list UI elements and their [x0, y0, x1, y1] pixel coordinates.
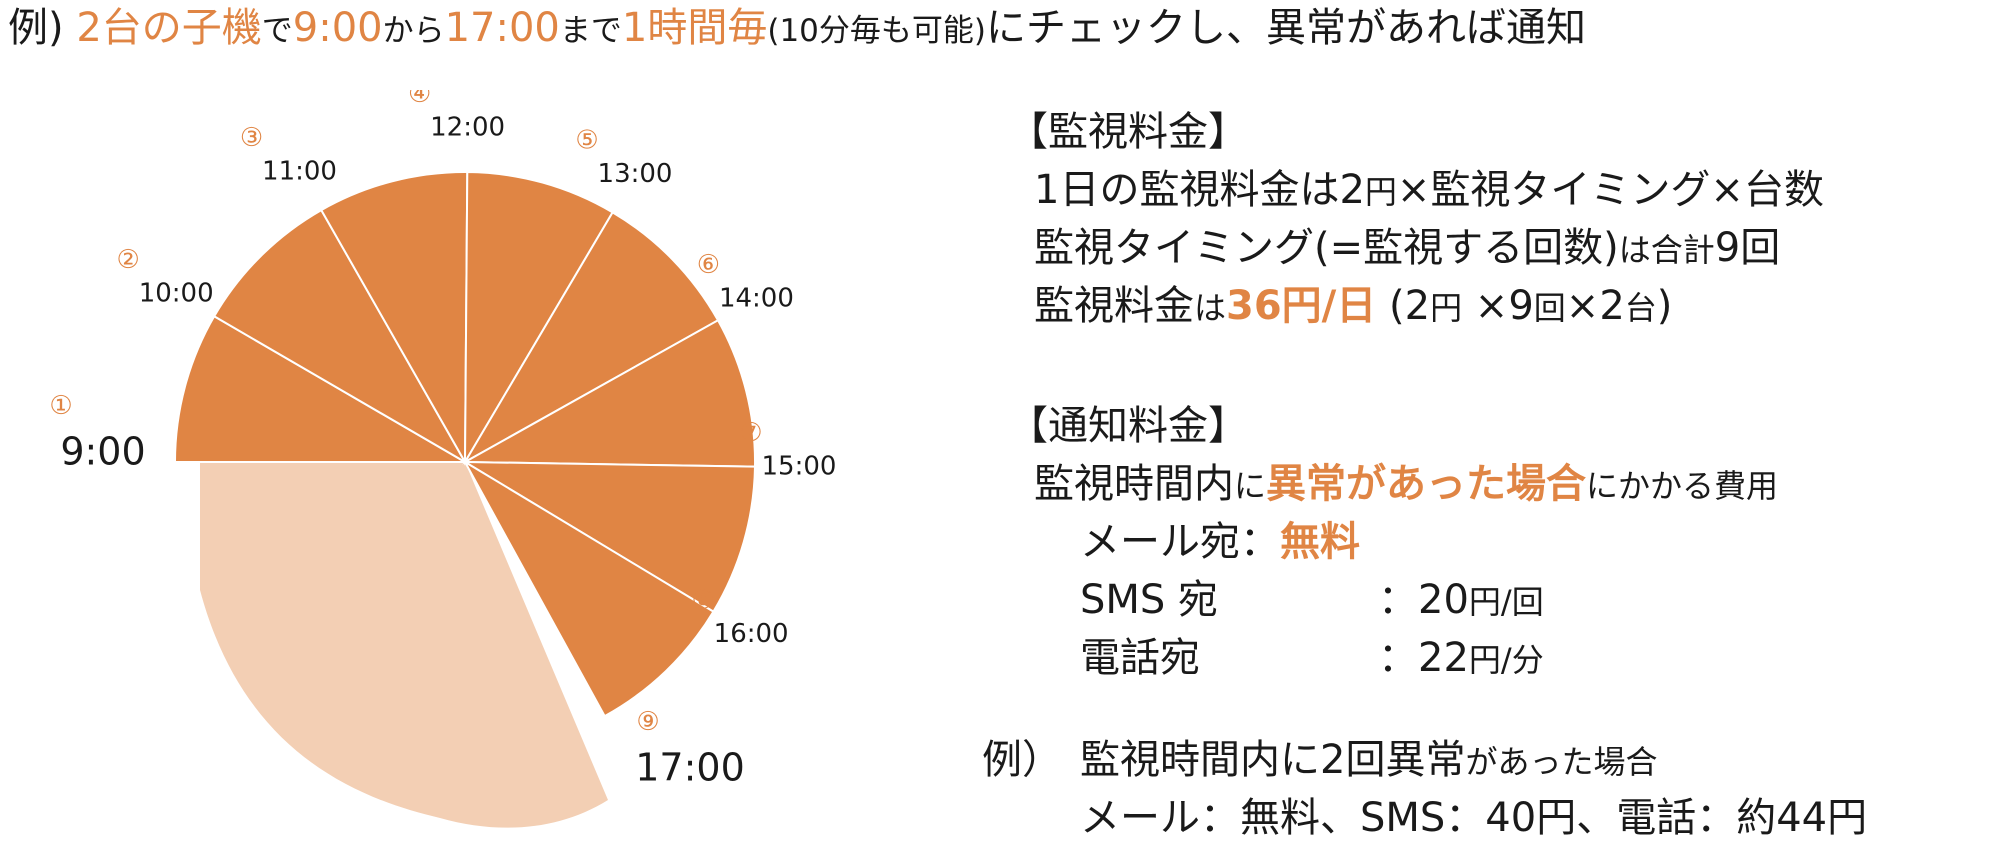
notification-row-mail: メール宛：無料: [1080, 512, 1360, 572]
headline-made: まで: [559, 13, 622, 49]
slot-time-5: 13:00: [598, 159, 673, 189]
notification-line-1-d: にかかる費用: [1586, 467, 1779, 505]
example-line-2: メール：無料、SMS：40円、電話：約44円: [1080, 795, 1868, 841]
monitoring-line-3-e: 円: [1430, 289, 1463, 327]
slot-time-9: 17:00: [635, 746, 745, 790]
notification-line-1: 監視時間内に異常があった場合にかかる費用: [1034, 454, 1778, 516]
schedule-segment-6: [461, 318, 757, 468]
slot-number-8: ⑧: [691, 585, 714, 615]
monitoring-line-3: 監視料金は36円/日 (2円 ×9回×2台): [1034, 276, 1672, 338]
headline-end: 17:00: [444, 5, 560, 51]
monitoring-line-3-f: ×9: [1462, 283, 1534, 329]
headline-de: で: [261, 13, 293, 49]
headline-prefix: 例): [8, 5, 64, 51]
notification-condition: 異常があった場合: [1266, 461, 1587, 507]
notification-row-sms-unit: 円/回: [1468, 583, 1544, 621]
monitoring-line-3-g: 回: [1533, 289, 1566, 327]
schedule-segment-5: [462, 211, 720, 465]
monitoring-line-1-a: 1日の監視料金は2: [1034, 167, 1365, 213]
slot-number-1: ①: [49, 391, 72, 421]
schedule-segment-2: [212, 208, 468, 465]
monitoring-line-2-a: 監視タイミング(=監視する回数): [1034, 225, 1619, 271]
slot-time-7: 15:00: [761, 452, 836, 482]
schedule-segments: [173, 170, 757, 828]
monitoring-heading: 【監視料金】: [1008, 109, 1248, 155]
monitoring-line-3-i: 台: [1624, 289, 1657, 327]
notification-row-mail-value: 無料: [1280, 519, 1360, 565]
monitoring-line-2: 監視タイミング(=監視する回数)は合計9回: [1034, 218, 1780, 280]
schedule-segment-1: [173, 314, 469, 463]
notification-row-phone-label: 電話宛: [1080, 635, 1200, 681]
notification-row-phone-value: 22: [1418, 635, 1469, 681]
notification-row-mail-sep: ：: [1240, 519, 1280, 565]
monitoring-daily-total: 36円/日: [1226, 283, 1377, 329]
slot-number-3: ③: [240, 123, 263, 153]
monitoring-line-1-b: 円: [1364, 173, 1397, 211]
notification-line-1-b: に: [1234, 467, 1267, 505]
headline-suffix: にチェックし、異常があれば通知: [985, 5, 1586, 51]
inactive-period-area: [200, 462, 608, 828]
schedule-segment-3: [319, 170, 469, 466]
notification-row-sms-sep: ：: [1378, 577, 1418, 623]
monitoring-line-1: 1日の監視料金は2円×監視タイミング×台数: [1034, 160, 1824, 222]
monitoring-line-2-c: 9回: [1714, 225, 1781, 271]
notification-line-1-a: 監視時間内: [1034, 461, 1234, 507]
notification-row-sms-value: 20: [1418, 577, 1469, 623]
schedule-clock-diagram: ① 9:00 ② 10:00 ③11:00 ④ 12:00 ⑤13:00 ⑥14:00 ⑦ 15:0…: [49, 90, 836, 828]
headline-start: 9:00: [292, 5, 383, 51]
monitoring-line-3-a: 監視料金: [1034, 283, 1194, 329]
example-line-1-b: があった場合: [1465, 743, 1658, 781]
monitoring-line-3-b: は: [1194, 289, 1227, 327]
slot-number-5: ⑤: [575, 126, 598, 156]
notification-row-phone-sep: ：: [1378, 635, 1418, 681]
example-line-1: 監視時間内に2回異常があった場合: [1080, 730, 1657, 792]
example-prefix: 例）: [982, 737, 1062, 783]
notification-row-sms: ：20円/回: [1378, 570, 1544, 632]
notification-heading: 【通知料金】: [1008, 403, 1248, 449]
slot-time-2: 10:00: [139, 279, 214, 309]
slot-number-6: ⑥: [697, 250, 720, 280]
example-line-1-a: 監視時間内に2回異常: [1080, 737, 1466, 783]
notification-row-phone: ：22円/分: [1378, 628, 1544, 690]
slot-time-3: 11:00: [262, 156, 337, 186]
monitoring-line-3-d: (2: [1376, 283, 1431, 329]
slot-number-7: ⑦: [739, 418, 762, 448]
monitoring-line-1-c: ×監視タイミング×台数: [1396, 167, 1824, 213]
slot-number-2: ②: [117, 245, 140, 275]
headline-units: 2台の子機: [76, 5, 262, 51]
schedule-labels: ① 9:00 ② 10:00 ③11:00 ④ 12:00 ⑤13:00 ⑥14:00 ⑦ 15:0…: [49, 90, 836, 790]
slot-time-1: 9:00: [60, 430, 145, 474]
monitoring-line-3-j: ): [1656, 283, 1673, 329]
slot-number-4: ④: [408, 90, 431, 109]
schedule-segment-7: [461, 460, 757, 613]
headline-kara: から: [382, 13, 445, 49]
slot-time-6: 14:00: [719, 283, 794, 313]
slot-time-4: 12:00: [430, 113, 505, 143]
notification-row-mail-label: メール宛: [1080, 519, 1240, 565]
headline-note: (10分毎も可能): [767, 13, 986, 49]
notification-row-phone-unit: 円/分: [1468, 641, 1544, 679]
monitoring-line-3-h: ×2: [1565, 283, 1625, 329]
schedule-segment-4: [463, 170, 614, 466]
notification-row-sms-label: SMS 宛: [1080, 577, 1219, 623]
headline: 例) 2台の子機で9:00から17:00まで1時間毎(10分毎も可能)にチェック…: [8, 2, 1586, 57]
slot-number-9: ⑨: [636, 707, 659, 737]
monitoring-line-2-b: は合計: [1618, 231, 1715, 269]
headline-interval: 1時間毎: [621, 5, 768, 51]
slot-time-8: 16:00: [714, 619, 789, 649]
schedule-segment-8: [462, 459, 715, 718]
